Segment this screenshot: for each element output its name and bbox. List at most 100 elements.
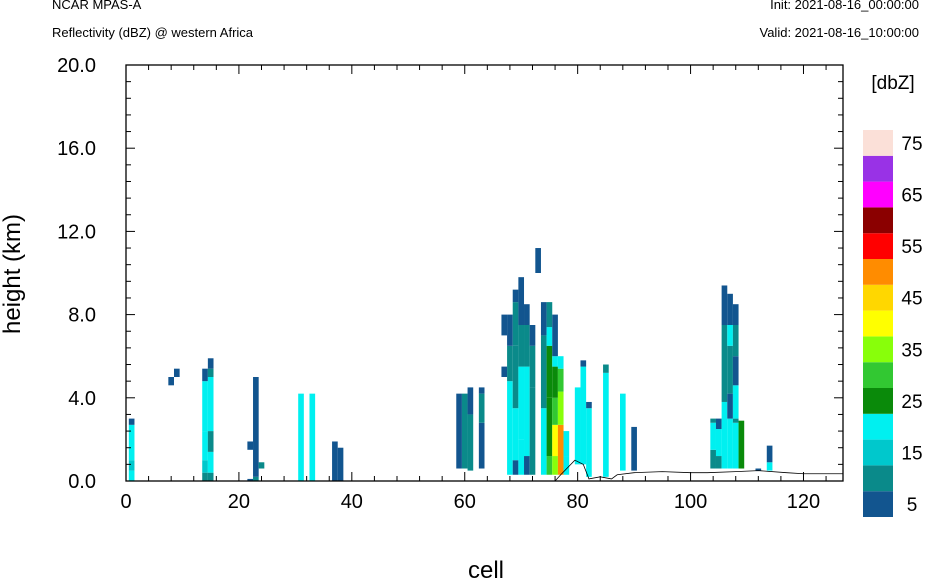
reflectivity-cell bbox=[620, 393, 626, 471]
reflectivity-cell bbox=[207, 431, 214, 452]
reflectivity-cell bbox=[732, 356, 739, 386]
reflectivity-cell bbox=[529, 387, 536, 475]
colorbar-label: 65 bbox=[901, 186, 922, 207]
reflectivity-cell bbox=[128, 460, 135, 471]
reflectivity-cell bbox=[202, 431, 208, 461]
colorbar-box bbox=[863, 388, 893, 414]
reflectivity-cell bbox=[580, 429, 587, 465]
reflectivity-cell bbox=[552, 366, 558, 398]
reflectivity-cell bbox=[574, 429, 581, 465]
y-tick-label: 0.0 bbox=[68, 471, 96, 493]
reflectivity-cell bbox=[202, 381, 208, 432]
reflectivity-cell bbox=[732, 304, 739, 325]
reflectivity-cell bbox=[715, 429, 722, 457]
reflectivity-cell bbox=[603, 372, 609, 477]
reflectivity-cell bbox=[540, 335, 547, 409]
x-tick-label: 100 bbox=[674, 491, 707, 513]
colorbar: 5 15 25 35 45 55 65 75 bbox=[863, 130, 923, 517]
colorbar-label: 45 bbox=[901, 289, 922, 310]
x-tick-label: 40 bbox=[341, 491, 363, 513]
reflectivity-cell bbox=[546, 327, 553, 346]
valid-time: Valid: 2021-08-16_10:00:00 bbox=[759, 25, 920, 40]
reflectivity-cell bbox=[586, 408, 592, 477]
x-tick-label: 0 bbox=[120, 491, 131, 513]
colorbar-box bbox=[863, 130, 893, 156]
reflectivity-cell bbox=[253, 377, 259, 477]
reflectivity-cell bbox=[710, 418, 716, 423]
reflectivity-cell bbox=[540, 408, 547, 475]
colorbar-box bbox=[863, 284, 893, 311]
reflectivity-cell bbox=[727, 418, 733, 469]
colorbar-box bbox=[863, 259, 893, 285]
reflectivity-cell bbox=[524, 366, 530, 457]
reflectivity-cell bbox=[546, 302, 553, 328]
reflectivity-cell bbox=[501, 366, 508, 377]
colorbar-box bbox=[863, 336, 893, 363]
reflectivity-cell bbox=[766, 462, 773, 471]
reflectivity-cell bbox=[738, 420, 745, 469]
reflectivity-cell bbox=[721, 285, 728, 325]
reflectivity-cell bbox=[535, 248, 541, 273]
reflectivity-cell bbox=[309, 393, 316, 481]
reflectivity-cell bbox=[732, 325, 739, 357]
reflectivity-cell bbox=[557, 391, 564, 425]
reflectivity-cell bbox=[128, 424, 135, 461]
reflectivity-cell bbox=[332, 441, 338, 481]
y-tick-label: 20.0 bbox=[57, 55, 96, 77]
reflectivity-cell bbox=[467, 414, 474, 471]
model-name: NCAR MPAS-A bbox=[52, 0, 142, 12]
reflectivity-cell bbox=[207, 358, 214, 369]
reflectivity-cell bbox=[732, 385, 739, 419]
reflectivity-cell bbox=[478, 422, 485, 469]
reflectivity-cell bbox=[715, 456, 722, 469]
reflectivity-cell bbox=[540, 302, 547, 336]
reflectivity-cell bbox=[766, 445, 773, 463]
reflectivity-cell bbox=[557, 424, 564, 475]
reflectivity-cell bbox=[732, 422, 739, 469]
x-tick-label: 60 bbox=[454, 491, 476, 513]
reflectivity-cell bbox=[512, 289, 519, 303]
reflectivity-cell bbox=[507, 345, 513, 382]
terrain-polyline bbox=[126, 459, 843, 482]
reflectivity-cell bbox=[202, 472, 208, 481]
colorbar-box bbox=[863, 207, 893, 234]
reflectivity-cell bbox=[478, 387, 485, 394]
reflectivity-cell bbox=[727, 325, 733, 346]
reflectivity-cell bbox=[128, 418, 135, 425]
reflectivity-cell bbox=[168, 377, 174, 386]
reflectivity-cell bbox=[518, 439, 525, 475]
reflectivity-cell bbox=[507, 381, 513, 475]
reflectivity-cell bbox=[467, 387, 474, 415]
reflectivity-cell bbox=[253, 476, 259, 481]
plot-frame bbox=[125, 64, 844, 482]
x-tick-label: 120 bbox=[787, 491, 820, 513]
reflectivity-cell bbox=[552, 314, 558, 357]
reflectivity-cell bbox=[710, 422, 716, 450]
reflectivity-cell bbox=[512, 345, 519, 409]
colorbar-label: 75 bbox=[901, 134, 922, 155]
reflectivity-cell bbox=[603, 364, 609, 373]
reflectivity-cell bbox=[512, 460, 519, 475]
reflectivity-cell bbox=[461, 393, 468, 469]
reflectivity-cell bbox=[518, 277, 525, 325]
reflectivity-cell bbox=[727, 293, 733, 325]
reflectivity-cell bbox=[247, 441, 254, 450]
colorbar-label: 55 bbox=[901, 237, 922, 258]
colorbar-label: 15 bbox=[901, 444, 922, 465]
reflectivity-cell bbox=[715, 418, 722, 429]
reflectivity-cell bbox=[721, 325, 728, 402]
reflectivity-cell bbox=[202, 368, 208, 382]
reflectivity-cell bbox=[529, 345, 536, 388]
reflectivity-cell bbox=[580, 366, 587, 429]
plot-axes: 0 20 40 60 80 100 120 0.0 4.0 8.0 12.0 16.0 20.0 bbox=[57, 55, 844, 513]
terrain-line bbox=[126, 459, 843, 482]
reflectivity-cell bbox=[207, 472, 214, 481]
reflectivity-cell bbox=[524, 304, 530, 325]
reflectivity-cell bbox=[518, 366, 525, 440]
colorbar-box bbox=[863, 439, 893, 466]
init-time: Init: 2021-08-16_00:00:00 bbox=[770, 0, 919, 12]
reflectivity-cell bbox=[546, 456, 553, 475]
reflectivity-cell bbox=[710, 449, 716, 469]
reflectivity-cell bbox=[546, 397, 553, 429]
